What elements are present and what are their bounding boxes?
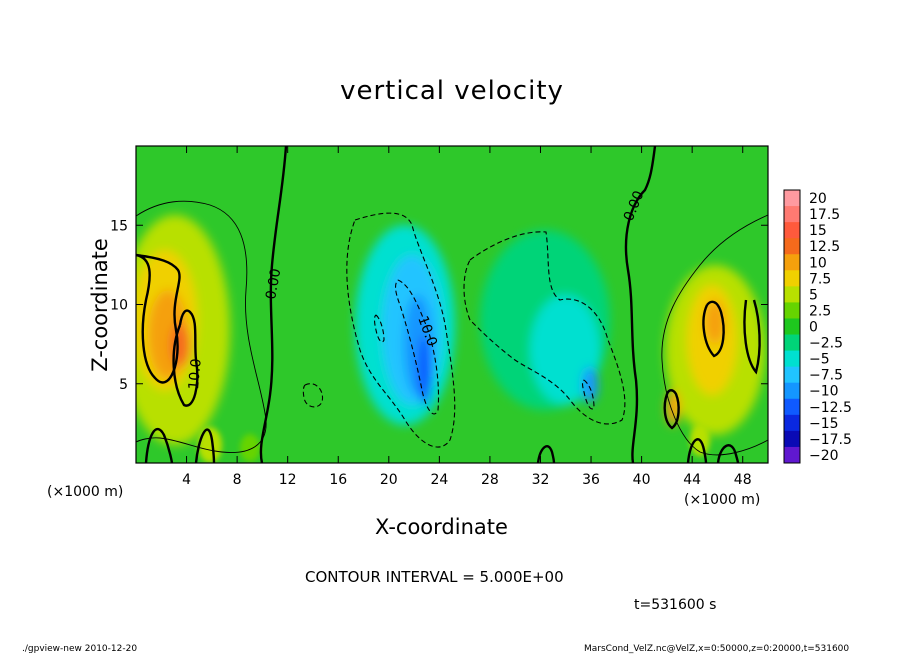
time-label: t=531600 s [634,597,717,613]
dashed-contours [302,212,626,448]
chart-title: vertical velocity [340,76,564,106]
x-tick-label: 28 [481,472,499,488]
colorbar-label: 20 [809,191,827,207]
low-contour-3 [536,445,556,463]
colorbar-swatch [784,302,800,319]
x-tick-label: 20 [380,472,398,488]
colorbar-label: 17.5 [809,207,840,223]
zero-contour-left [259,146,288,463]
x-tick-label: 12 [279,472,297,488]
contour-neg-10-small [373,314,385,343]
colorbar-label: −20 [809,448,839,464]
y-tick-label: 15 [110,218,128,234]
colorbar-label: 15 [809,223,827,239]
contour-10-left [136,253,181,384]
zero-contour-right [624,146,657,463]
x-unit-label-right: (×1000 m) [684,492,761,508]
x-tick-label: 32 [532,472,550,488]
colorbar-swatch [784,350,800,368]
contour-neg-2.5-center [346,212,456,448]
colorbar-label: −2.5 [809,336,843,352]
colorbar-label: 10 [809,255,827,271]
colorbar-swatch [784,286,800,303]
colorbar-swatch [784,382,800,400]
contour-10-right [702,300,725,358]
colorbar-swatch [784,206,800,223]
field-updraft-left-core [170,323,190,367]
colorbar-swatch [784,222,800,239]
colorbar-label: 7.5 [809,271,831,287]
colorbar-frame [783,189,801,464]
x-tick-label: 44 [683,472,701,488]
contour-neg-small-left [302,383,324,408]
colorbar-label: −10 [809,384,839,400]
contour-10-right-2 [663,389,680,430]
colorbar-swatch [784,238,800,255]
field-downdraft-right-mid [530,295,600,405]
contour-label-zero-left: 0.00 [263,267,284,300]
x-axis-label: X-coordinate [375,515,508,539]
colorbar-swatch [784,270,800,287]
colorbar-label: 2.5 [809,303,831,319]
colorbar-swatch [784,254,800,271]
contour-label-ten-left: 10.0 [186,358,205,390]
colorbar-swatch [784,366,800,384]
low-contour-6 [743,299,761,375]
low-contour-2 [194,428,216,463]
low-contour-4 [686,438,708,463]
contour-interval-label: CONTOUR INTERVAL = 5.000E+00 [305,568,564,586]
contour-neg-10-right [581,379,595,410]
colorbar-swatch [784,414,800,432]
colorbar-swatch [784,398,800,416]
x-tick-label: 8 [233,472,242,488]
colorbar-swatch [784,334,800,352]
colorbar-label: −15 [809,416,839,432]
low-contour-1 [144,427,174,463]
colorbar-label: 5 [809,287,818,303]
x-tick-label: 24 [430,472,448,488]
colorbar-swatch [784,190,800,207]
colorbar-label: −12.5 [809,400,852,416]
contour-neg-10-center [395,279,440,415]
contour-neg-2.5-right [463,231,626,425]
field-low-blob-2 [240,434,260,462]
thin-contours [136,200,768,456]
colorbar: 2017.51512.5107.552.50−2.5−5−7.5−10−12.5… [783,189,852,464]
colorbar-label: 12.5 [809,239,840,255]
x-axis-ticks: 4 8 12 16 20 24 28 32 36 40 44 48 [182,146,752,488]
y-axis-ticks: 5 10 15 [110,218,768,393]
y-tick-label: 5 [119,377,128,393]
contour-10-left-2 [172,309,199,407]
colorbar-label: −7.5 [809,368,843,384]
footer-right-text: MarsCond_VelZ.nc@VelZ,x=0:50000,z=0:2000… [584,644,850,654]
contour-2.5-right [661,214,768,456]
colorbar-label: 0 [809,320,818,336]
colorbar-swatch [784,318,800,336]
field-downdraft-right-core [582,367,598,403]
field-low-blob-1 [198,427,222,463]
velocity-field: 0.00 0.00 10.0 10.0 [136,146,768,463]
colorbar-label: −17.5 [809,432,852,448]
colorbar-swatch [784,430,800,448]
contour-2.5-left [136,200,267,453]
x-tick-label: 48 [734,472,752,488]
colorbar-label: −5 [809,352,830,368]
y-tick-label: 10 [110,298,128,314]
x-tick-label: 4 [182,472,191,488]
x-tick-label: 40 [633,472,651,488]
solid-contours [136,146,761,463]
x-tick-label: 16 [329,472,347,488]
footer-left-text: ./gpview-new 2010-12-20 [22,644,138,654]
x-tick-label: 36 [582,472,600,488]
x-unit-label-left: (×1000 m) [47,484,124,500]
colorbar-swatch [784,446,800,464]
